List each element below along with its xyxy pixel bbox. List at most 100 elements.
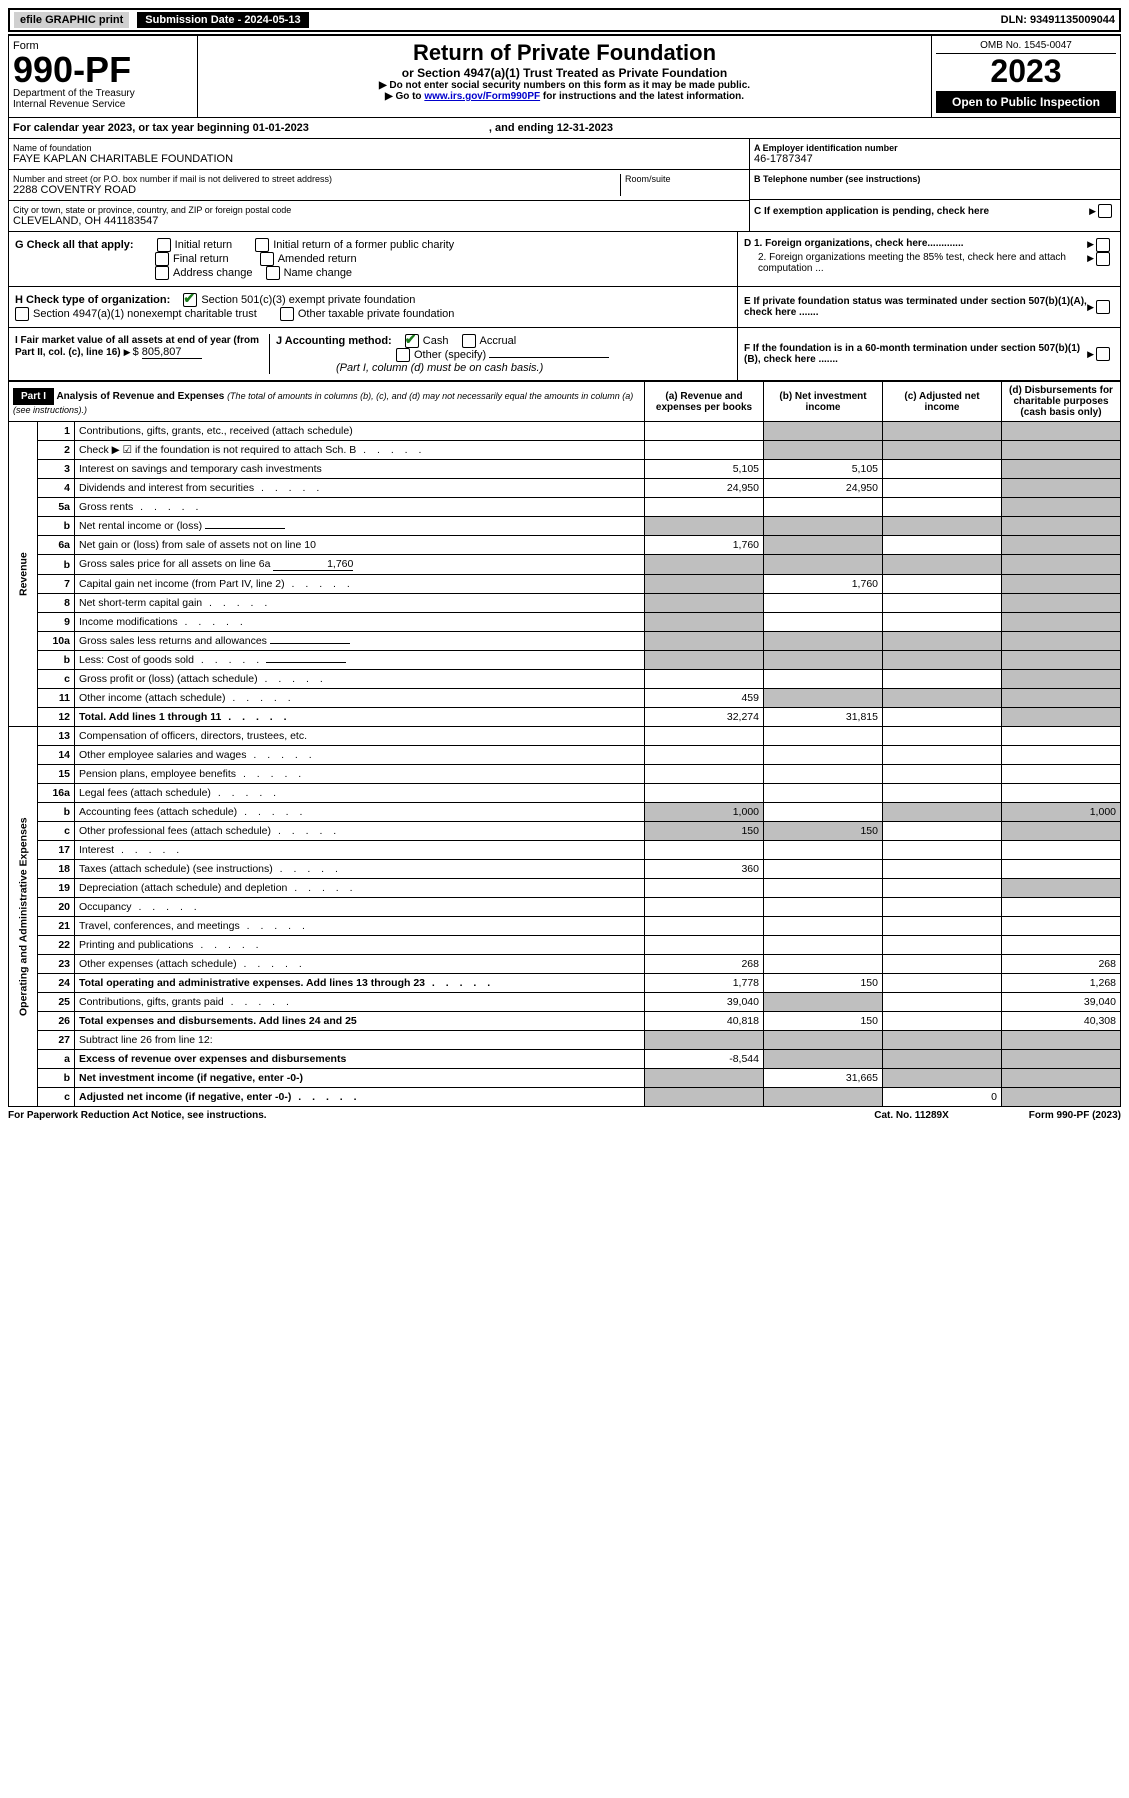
cell-value: 32,274	[645, 708, 764, 727]
lbl-other-tax: Other taxable private foundation	[298, 308, 455, 320]
cell-value: -8,544	[645, 1050, 764, 1069]
d2-label: 2. Foreign organizations meeting the 85%…	[744, 252, 1087, 274]
line-number: 26	[38, 1012, 75, 1031]
cell-value	[764, 517, 883, 536]
cell-value: 31,665	[764, 1069, 883, 1088]
cell-value	[883, 632, 1002, 651]
chk-501c3[interactable]	[183, 293, 197, 307]
line-number: 21	[38, 917, 75, 936]
cell-value	[764, 1088, 883, 1107]
cell-value	[1002, 841, 1121, 860]
line-number: 7	[38, 575, 75, 594]
line-number: 13	[38, 727, 75, 746]
chk-other-acct[interactable]	[396, 348, 410, 362]
cell-value	[883, 479, 1002, 498]
cell-value	[764, 594, 883, 613]
cell-value	[1002, 575, 1121, 594]
line-desc: Net gain or (loss) from sale of assets n…	[75, 536, 645, 555]
chk-4947[interactable]	[15, 307, 29, 321]
chk-cash[interactable]	[405, 334, 419, 348]
cell-value	[883, 555, 1002, 575]
chk-final[interactable]	[155, 252, 169, 266]
table-row: 15Pension plans, employee benefits . . .…	[9, 765, 1121, 784]
dept-treasury: Department of the Treasury	[13, 88, 193, 99]
cell-value	[645, 670, 764, 689]
line-number: 2	[38, 441, 75, 460]
line-number: 14	[38, 746, 75, 765]
street-value: 2288 COVENTRY ROAD	[13, 184, 620, 196]
line-number: b	[38, 651, 75, 670]
cell-value	[764, 841, 883, 860]
cell-value	[883, 422, 1002, 441]
paperwork-notice: For Paperwork Reduction Act Notice, see …	[8, 1110, 267, 1121]
chk-d1[interactable]	[1096, 238, 1110, 252]
line-desc: Total. Add lines 1 through 11 . . . . .	[75, 708, 645, 727]
cat-no: Cat. No. 11289X	[874, 1110, 948, 1121]
cell-value	[1002, 727, 1121, 746]
line-desc: Compensation of officers, directors, tru…	[75, 727, 645, 746]
chk-address[interactable]	[155, 266, 169, 280]
table-row: 5aGross rents . . . . .	[9, 498, 1121, 517]
line-desc: Income modifications . . . . .	[75, 613, 645, 632]
cell-value: 40,818	[645, 1012, 764, 1031]
line-number: 5a	[38, 498, 75, 517]
cell-value	[883, 613, 1002, 632]
other-specify-line	[489, 357, 609, 358]
form990pf-link[interactable]: www.irs.gov/Form990PF	[424, 91, 540, 102]
chk-accrual[interactable]	[462, 334, 476, 348]
arrow-icon	[124, 346, 133, 358]
c-checkbox[interactable]	[1098, 204, 1112, 218]
line-number: 9	[38, 613, 75, 632]
chk-d2[interactable]	[1096, 252, 1110, 266]
chk-e[interactable]	[1096, 300, 1110, 314]
chk-other-tax[interactable]	[280, 307, 294, 321]
cell-value	[1002, 613, 1121, 632]
cell-value	[883, 517, 1002, 536]
omb-number: OMB No. 1545-0047	[936, 40, 1116, 54]
col-b-header: (b) Net investment income	[764, 382, 883, 422]
g-label: G Check all that apply:	[15, 239, 134, 251]
table-row: bNet investment income (if negative, ent…	[9, 1069, 1121, 1088]
table-row: 17Interest . . . . .	[9, 841, 1121, 860]
header-left: Form 990-PF Department of the Treasury I…	[9, 36, 198, 117]
chk-f[interactable]	[1096, 347, 1110, 361]
cell-value	[764, 898, 883, 917]
table-row: 16aLegal fees (attach schedule) . . . . …	[9, 784, 1121, 803]
chk-initial-former[interactable]	[255, 238, 269, 252]
line-desc: Excess of revenue over expenses and disb…	[75, 1050, 645, 1069]
chk-amended[interactable]	[260, 252, 274, 266]
cell-value	[883, 765, 1002, 784]
line-number: 24	[38, 974, 75, 993]
line-number: 15	[38, 765, 75, 784]
line-desc: Gross rents . . . . .	[75, 498, 645, 517]
table-row: Operating and Administrative Expenses13C…	[9, 727, 1121, 746]
cell-value	[764, 441, 883, 460]
arrow-icon	[1087, 238, 1096, 252]
efile-print-button[interactable]: efile GRAPHIC print	[14, 12, 129, 28]
cell-value	[1002, 479, 1121, 498]
city-label: City or town, state or province, country…	[13, 205, 745, 215]
cell-value	[1002, 708, 1121, 727]
cell-value	[883, 841, 1002, 860]
line-desc: Net rental income or (loss)	[75, 517, 645, 536]
part1-label: Part I	[13, 388, 54, 405]
cell-value	[645, 841, 764, 860]
table-row: 8Net short-term capital gain . . . . .	[9, 594, 1121, 613]
cell-value	[883, 1069, 1002, 1088]
dln: DLN: 93491135009044	[1001, 14, 1115, 26]
irs: Internal Revenue Service	[13, 99, 193, 110]
line-number: c	[38, 1088, 75, 1107]
cell-value	[645, 765, 764, 784]
cal-end: , and ending 12-31-2023	[489, 122, 613, 134]
table-row: Revenue1Contributions, gifts, grants, et…	[9, 422, 1121, 441]
cell-value	[883, 974, 1002, 993]
cell-value	[764, 727, 883, 746]
line-desc: Net short-term capital gain . . . . .	[75, 594, 645, 613]
identification-block: Name of foundation FAYE KAPLAN CHARITABL…	[8, 139, 1121, 232]
chk-namechg[interactable]	[266, 266, 280, 280]
header-right: OMB No. 1545-0047 2023 Open to Public In…	[931, 36, 1120, 117]
chk-initial[interactable]	[157, 238, 171, 252]
cell-value: 459	[645, 689, 764, 708]
arrow-icon	[1087, 301, 1096, 313]
form-number: 990-PF	[13, 52, 193, 88]
